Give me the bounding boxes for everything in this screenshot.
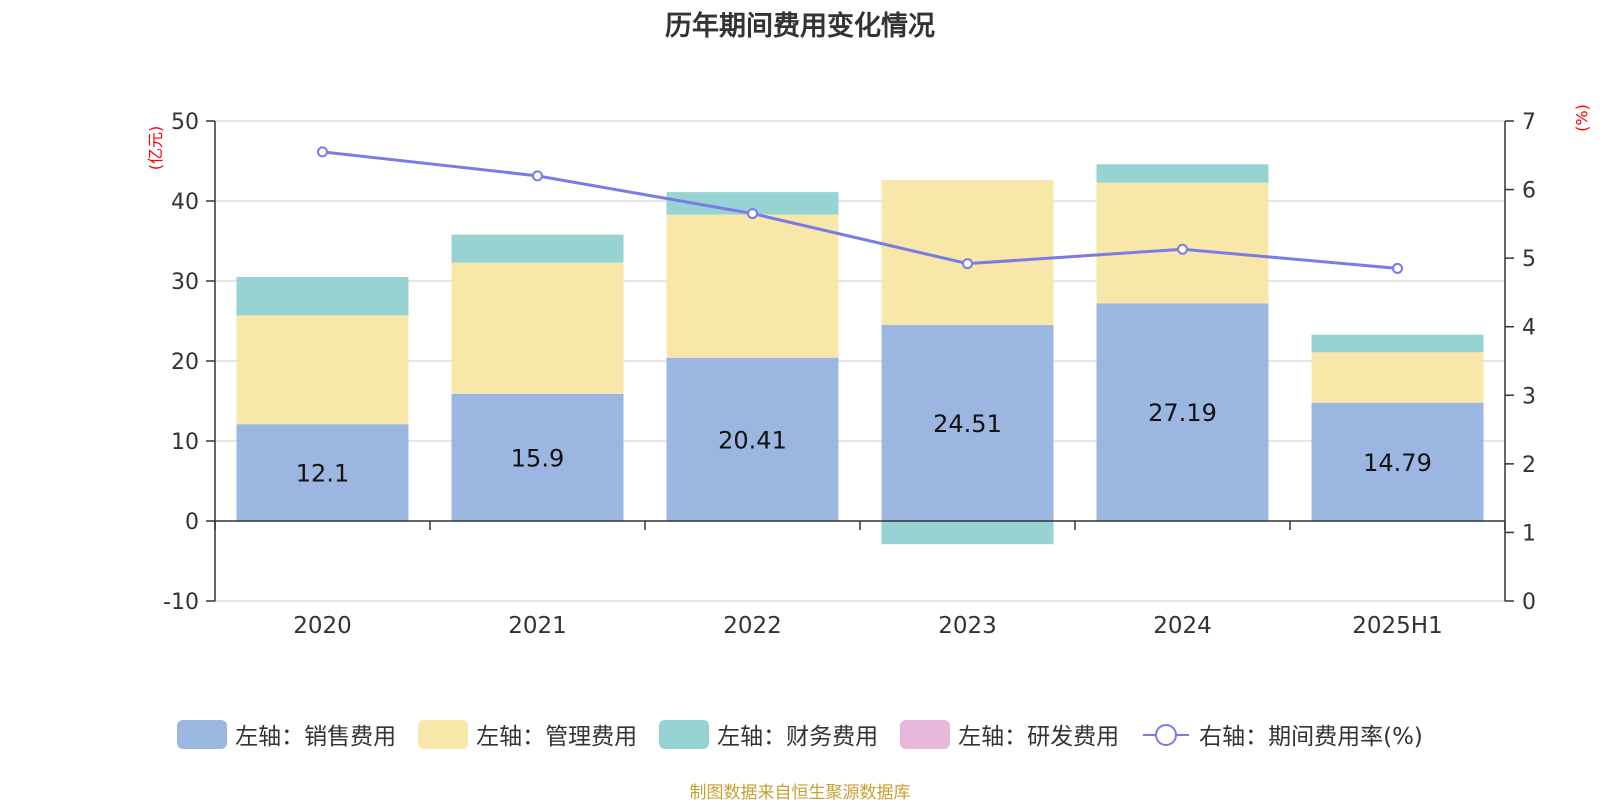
data-labels: 12.1 15.9 20.41 24.51 27.19 14.79	[296, 399, 1432, 487]
legend-label-rnd: 左轴：研发费用	[958, 724, 1120, 750]
x-tick-label: 2022	[723, 613, 782, 639]
data-label-sales: 14.79	[1363, 449, 1432, 477]
legend-item-admin[interactable]: 左轴：管理费用	[418, 717, 637, 751]
legend-swatch-rnd	[900, 719, 951, 749]
legend-item-finance[interactable]: 左轴：财务费用	[659, 717, 878, 751]
bar-finance-2025H1	[1311, 334, 1484, 353]
rate-line-path	[322, 150, 1398, 270]
x-tick-label: 2020	[293, 613, 352, 639]
legend-label-rate: 右轴：期间费用率(%)	[1199, 724, 1423, 750]
bar-sales-2025H1	[1311, 402, 1484, 521]
x-tick-label: 2024	[1153, 613, 1212, 639]
source-note: 制图数据来自恒生聚源数据库	[689, 783, 911, 800]
axes: -10 0 10 20 30 40 50 0 1 2 3 4 5 6 7 2020 2021 2022 2023 20…	[163, 110, 1536, 639]
rate-point-2022	[747, 208, 758, 220]
legend-swatch-sales	[177, 719, 228, 749]
rate-point-2025H1	[1392, 262, 1403, 274]
left-tick-label: 50	[171, 110, 199, 135]
rate-point-2020	[317, 146, 328, 158]
bar-sales-2023	[881, 324, 1054, 521]
rate-point-2021	[532, 170, 543, 182]
x-tick-label: 2025H1	[1352, 613, 1442, 639]
legend-label-admin: 左轴：管理费用	[476, 724, 638, 750]
legend-label-sales: 左轴：销售费用	[235, 724, 397, 750]
left-tick-label: 40	[171, 190, 199, 215]
data-label-sales: 20.41	[718, 426, 787, 454]
chart-title: 历年期间费用变化情况	[665, 11, 935, 42]
bar-admin-2020	[236, 315, 409, 425]
grid-lines	[215, 120, 1505, 602]
left-tick-label: 10	[171, 430, 199, 455]
left-tick-label: 30	[171, 270, 199, 295]
right-tick-label: 1	[1522, 521, 1536, 546]
data-label-sales: 15.9	[511, 444, 564, 472]
x-tick-label: 2023	[938, 613, 997, 639]
right-tick-label: 7	[1522, 110, 1536, 135]
bar-finance-2024	[1096, 164, 1269, 183]
right-axis-unit: (%)	[1572, 104, 1592, 132]
rate-line	[317, 146, 1403, 274]
right-tick-label: 5	[1522, 247, 1536, 272]
bar-finance-2023	[881, 521, 1054, 545]
legend-item-rnd[interactable]: 左轴：研发费用	[900, 717, 1119, 751]
legend-item-sales[interactable]: 左轴：销售费用	[177, 717, 396, 751]
legend-swatch-finance	[659, 719, 710, 749]
legend-item-rate[interactable]: 右轴：期间费用率(%)	[1141, 717, 1423, 751]
x-tick-label: 2021	[508, 613, 567, 639]
legend: 左轴：销售费用 左轴：管理费用 左轴：财务费用 左轴：研发费用 右轴：期间费用率…	[0, 717, 1600, 751]
bar-finance-2021	[451, 234, 624, 263]
right-tick-label: 4	[1522, 316, 1536, 341]
bar-sales-2022	[666, 357, 839, 521]
bar-admin-2021	[451, 262, 624, 394]
bar-admin-2025H1	[1311, 352, 1484, 403]
rate-point-2024	[1177, 243, 1188, 255]
right-tick-label: 0	[1522, 590, 1536, 615]
data-label-sales: 24.51	[933, 410, 1002, 438]
bars	[236, 164, 1484, 545]
left-tick-label: 20	[171, 350, 199, 375]
bar-finance-2022	[666, 192, 839, 215]
right-tick-label: 2	[1522, 453, 1536, 478]
bar-admin-2024	[1096, 182, 1269, 304]
data-label-sales: 27.19	[1148, 399, 1217, 427]
bar-sales-2021	[451, 393, 624, 521]
bar-admin-2022	[666, 214, 839, 358]
right-tick-label: 6	[1522, 179, 1536, 204]
bar-admin-2023	[881, 180, 1054, 325]
left-tick-label: 0	[185, 510, 199, 535]
bar-sales-2020	[236, 424, 409, 521]
right-tick-label: 3	[1522, 384, 1536, 409]
bar-finance-2020	[236, 277, 409, 316]
bar-sales-2024	[1096, 303, 1269, 521]
data-label-sales: 12.1	[296, 460, 349, 488]
left-axis-unit: (亿元)	[146, 125, 165, 171]
legend-line-marker-icon	[1143, 723, 1190, 746]
left-tick-label: -10	[163, 590, 199, 615]
legend-label-finance: 左轴：财务费用	[717, 724, 879, 750]
legend-swatch-admin	[418, 719, 469, 749]
rate-point-2023	[962, 258, 973, 270]
